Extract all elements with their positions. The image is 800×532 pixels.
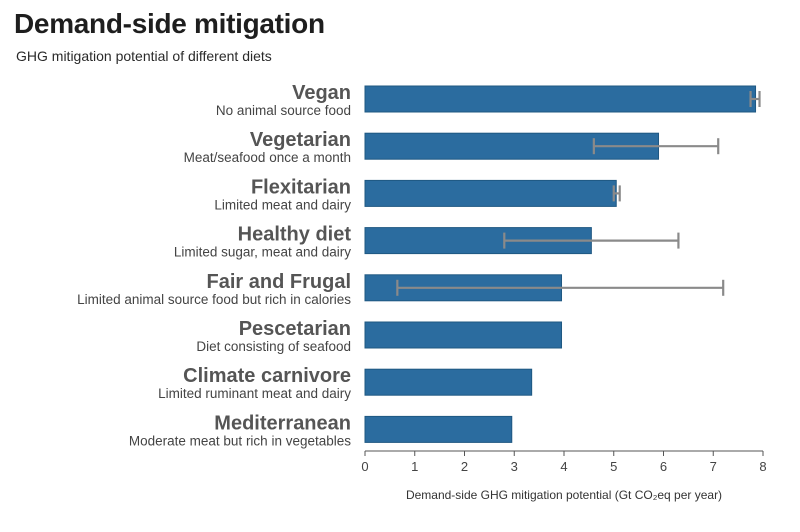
category-label-flexitarian: Flexitarian <box>251 176 351 198</box>
x-tick-label: 2 <box>461 459 468 474</box>
bar-vegan <box>364 85 757 113</box>
category-description-healthy-diet: Limited sugar, meat and dairy <box>174 245 351 260</box>
category-description-climate-carnivore: Limited ruminant meat and dairy <box>158 386 351 401</box>
x-tick-label: 1 <box>411 459 418 474</box>
x-tick-label: 8 <box>759 459 766 474</box>
chart-subtitle: GHG mitigation potential of different di… <box>16 48 272 64</box>
category-description-mediterranean: Moderate meat but rich in vegetables <box>129 433 351 448</box>
bar-climate-carnivore <box>364 368 533 396</box>
category-label-pescetarian: Pescetarian <box>239 318 351 340</box>
category-description-pescetarian: Diet consisting of seafood <box>196 339 351 354</box>
category-label-vegetarian: Vegetarian <box>250 129 351 151</box>
category-label-climate-carnivore: Climate carnivore <box>183 365 351 387</box>
error-bar-healthy-diet <box>503 232 680 249</box>
bar-pescetarian <box>364 321 563 349</box>
category-label-vegan: Vegan <box>292 82 351 104</box>
error-bar-flexitarian <box>612 185 621 202</box>
category-description-flexitarian: Limited meat and dairy <box>214 197 351 212</box>
x-tick-label: 4 <box>560 459 567 474</box>
x-tick-label: 3 <box>511 459 518 474</box>
error-bar-vegan <box>749 91 761 107</box>
category-label-healthy-diet: Healthy diet <box>238 224 352 246</box>
x-axis-title: Demand-side GHG mitigation potential (Gt… <box>406 488 722 502</box>
bar-flexitarian <box>364 179 617 207</box>
chart-title: Demand-side mitigation <box>14 8 325 39</box>
error-bar-vegetarian <box>592 138 720 155</box>
category-label-mediterranean: Mediterranean <box>214 412 351 434</box>
x-tick-label: 5 <box>610 459 617 474</box>
x-tick-label: 0 <box>361 459 368 474</box>
error-bar-fair-and-frugal <box>396 279 725 296</box>
category-description-vegan: No animal source food <box>216 103 351 118</box>
category-description-fair-and-frugal: Limited animal source food but rich in c… <box>77 292 351 307</box>
x-tick-label: 7 <box>710 459 717 474</box>
category-label-fair-and-frugal: Fair and Frugal <box>207 271 351 293</box>
category-description-vegetarian: Meat/seafood once a month <box>184 150 351 165</box>
bar-mediterranean <box>364 415 513 443</box>
x-tick-label: 6 <box>660 459 667 474</box>
